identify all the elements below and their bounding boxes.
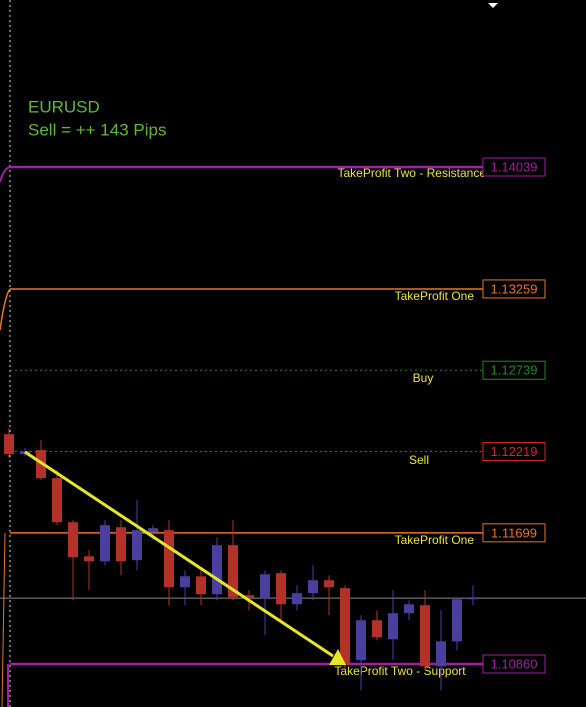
level-caption: Buy [413,371,434,385]
shift-marker [488,3,498,8]
candle-body [4,434,14,455]
candle-body [468,597,478,600]
candle-body [436,641,446,667]
candle-body [52,478,62,523]
level-connector [0,288,11,331]
candle-body [372,620,382,638]
candle-body [164,530,174,588]
level-caption: Sell [409,453,429,467]
price-box [482,279,546,299]
price-box [482,523,546,543]
candle-body [276,573,286,605]
price-box [482,157,546,177]
candle-body [404,604,414,614]
candle-body [132,530,142,561]
candle-body [148,528,158,533]
trend-arrow [24,450,346,665]
candles [4,428,478,691]
price-label: 1.10860 [491,656,538,671]
price-label: 1.14039 [491,159,538,174]
candle-body [340,588,350,666]
level-connector [0,166,11,183]
levels: TakeProfit Two - Resistance 1.14039 TakePr… [0,157,586,678]
candle-body [388,613,398,640]
candle-body [292,593,302,605]
arrow-head [329,649,346,665]
price-box [482,360,546,380]
candle-body [308,580,318,594]
level-caption: TakeProfit One [395,289,475,303]
candle-body [244,595,254,599]
arrow-line [24,450,334,658]
price-label: 1.12219 [491,444,538,459]
candle-body [452,599,462,642]
candle-body [324,580,334,588]
candle-body [228,545,238,598]
price-box [482,442,546,462]
price-box [482,654,546,674]
level-connector [1,532,6,707]
price-label: 1.11699 [491,525,537,540]
signal: Sell = ++ 143 Pips [28,120,166,139]
level-caption: TakeProfit One [395,533,475,547]
candle-body [68,522,78,558]
candle-body [212,545,222,595]
candle-body [84,556,94,562]
level-caption: TakeProfit Two - Resistance [337,166,486,180]
candle-body [356,620,366,661]
symbol: EURUSD [28,97,100,116]
candle-body [180,576,190,588]
candle-body [420,605,430,667]
candle-body [100,525,110,562]
price-label: 1.12739 [491,363,538,378]
level-caption: TakeProfit Two - Support [334,664,466,678]
candle-body [196,576,206,595]
candle-body [260,574,270,599]
price-label: 1.13259 [491,281,538,296]
candle-body [116,527,126,562]
